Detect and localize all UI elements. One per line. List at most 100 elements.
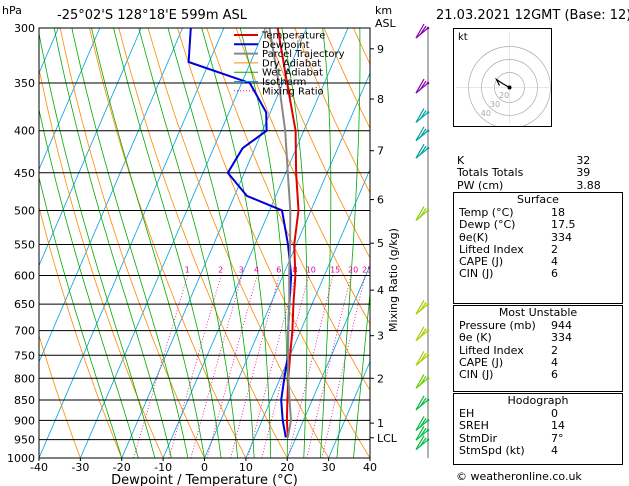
- legend-entry: Dry Adiabat: [262, 58, 321, 69]
- pressure-tick-label: 950: [14, 434, 35, 447]
- legend-entry: Dewpoint: [262, 40, 310, 51]
- surface-key: Lifted Index: [459, 242, 524, 256]
- temperature-tick-label: 20: [280, 461, 294, 474]
- x-axis-label: Dewpoint / Temperature (°C): [111, 473, 298, 486]
- hodograph-row: EH 0: [454, 407, 622, 420]
- hodograph-value: 0: [551, 407, 558, 420]
- indices-table: K 32 Totals Totals 39 PW (cm) 3.88: [453, 154, 625, 192]
- wind-barb: [415, 143, 430, 159]
- wind-barb: [415, 206, 430, 221]
- surface-row: Dewp (°C) 17.5: [454, 218, 622, 232]
- km-tick-label: 4: [377, 284, 384, 297]
- wind-barb: [415, 350, 430, 366]
- temperature-tick-label: 30: [322, 461, 336, 474]
- hodograph-key: StmSpd (kt): [459, 443, 525, 457]
- index-row: K 32: [453, 154, 625, 167]
- wind-barb: [415, 23, 430, 39]
- legend-entry: Mixing Ratio: [262, 86, 324, 97]
- most-unstable-value: 6: [551, 368, 558, 382]
- wind-barb: [415, 299, 430, 315]
- most-unstable-value: 2: [551, 343, 558, 357]
- pressure-tick-label: 600: [14, 270, 35, 283]
- surface-row: Lifted Index 2: [454, 242, 622, 256]
- series-line-dewpoint: [187, 28, 293, 438]
- most-unstable-key: θe (K): [459, 331, 492, 345]
- hodograph-value: 14: [551, 419, 565, 433]
- hodograph-ring-label: 20: [499, 91, 509, 100]
- isotherm-line: [39, 28, 225, 458]
- pressure-tick-label: 750: [14, 349, 35, 362]
- index-key: PW (cm): [457, 178, 504, 192]
- wind-barb: [415, 108, 430, 123]
- surface-key: θe(K): [459, 230, 489, 244]
- wet-adiabat-line: [71, 28, 189, 458]
- most-unstable-section: Most Unstable Pressure (mb) 944 θe (K) 334 L…: [453, 305, 623, 392]
- surface-row: θe(K) 334: [454, 230, 622, 244]
- pressure-tick-label: 550: [14, 238, 35, 251]
- isotherm-line: [162, 28, 349, 458]
- hodograph-row: SREH 14: [454, 419, 622, 433]
- wind-barb: [415, 425, 430, 441]
- series-line-temperature: [276, 28, 300, 438]
- km-tick-label: 3: [377, 330, 384, 343]
- mixing-ratio-label: 20: [348, 266, 358, 275]
- wind-barbs: [415, 23, 430, 458]
- temperature-tick-label: -10: [154, 461, 172, 474]
- mixing-ratio-line: [206, 275, 258, 458]
- mixing-ratio-line: [190, 275, 243, 458]
- mixing-ratio-label: 1: [185, 266, 190, 275]
- credit-text: © weatheronline.co.uk: [456, 470, 582, 483]
- most-unstable-value: 4: [551, 355, 558, 369]
- location-title: -25°02'S 128°18'E 599m ASL: [57, 8, 248, 23]
- legend-entry: Isotherm: [262, 77, 306, 88]
- mixing-ratio-line: [168, 275, 222, 458]
- most-unstable-key: CAPE (J): [459, 355, 504, 369]
- surface-title: Surface: [517, 193, 559, 206]
- temperature-tick-label: -30: [71, 461, 89, 474]
- hodograph-trace: [494, 77, 510, 89]
- index-value: 32: [576, 154, 591, 167]
- pressure-lines: [39, 27, 370, 459]
- mixing-ratio-label: 25: [362, 266, 372, 275]
- wet-adiabat-line: [39, 107, 139, 458]
- isotherm-line: [204, 72, 370, 458]
- mixing-ratio-lines: 1 2 3 4 6 8 10 15 20 25: [133, 266, 372, 458]
- mixing-ratio-label: 3: [239, 266, 244, 275]
- wind-barb: [415, 416, 430, 431]
- pressure-tick-label: 500: [14, 204, 35, 217]
- wind-barb: [415, 374, 430, 389]
- hodograph-storm-marker: [507, 85, 512, 90]
- surface-value: 17.5: [551, 218, 576, 232]
- pressure-tick-label: 900: [14, 414, 35, 427]
- hodograph-key: EH: [459, 407, 475, 420]
- index-value: 3.88: [576, 178, 601, 192]
- hodograph-title: Hodograph: [507, 394, 569, 407]
- dry-adiabat-line: [59, 28, 205, 458]
- pressure-tick-label: 400: [14, 125, 35, 138]
- index-value: 39: [576, 166, 591, 180]
- mixing-ratio-label: 10: [306, 266, 316, 275]
- wind-barb: [415, 126, 430, 142]
- km-tick-label: 1: [377, 417, 384, 430]
- hodograph-row: StmSpd (kt) 4: [454, 443, 622, 457]
- pressure-tick-label: 300: [14, 22, 35, 35]
- km-tick-label: 8: [377, 93, 384, 106]
- surface-value: 6: [551, 267, 558, 281]
- most-unstable-row: CIN (J) 6: [454, 368, 622, 382]
- datetime-title: 21.03.2021 12GMT (Base: 12): [436, 8, 629, 23]
- most-unstable-value: 944: [551, 319, 572, 332]
- pressure-tick-label: 350: [14, 77, 35, 90]
- most-unstable-key: CIN (J): [459, 368, 494, 382]
- isotherm-line: [80, 28, 266, 458]
- mixing-ratio-label: 4: [254, 266, 259, 275]
- hodograph-ring-label: 40: [481, 109, 491, 118]
- hodograph-section: Hodograph EH 0 SREH 14 StmDir 7° StmSpd (kt) 4: [453, 393, 623, 465]
- pressure-tick-label: 450: [14, 167, 35, 180]
- dry-adiabat-line: [39, 333, 81, 458]
- surface-value: 18: [551, 206, 565, 219]
- index-row: PW (cm) 3.88: [453, 178, 625, 192]
- pressure-tick-label: 700: [14, 325, 35, 338]
- height-ref-label: ASL: [375, 17, 396, 30]
